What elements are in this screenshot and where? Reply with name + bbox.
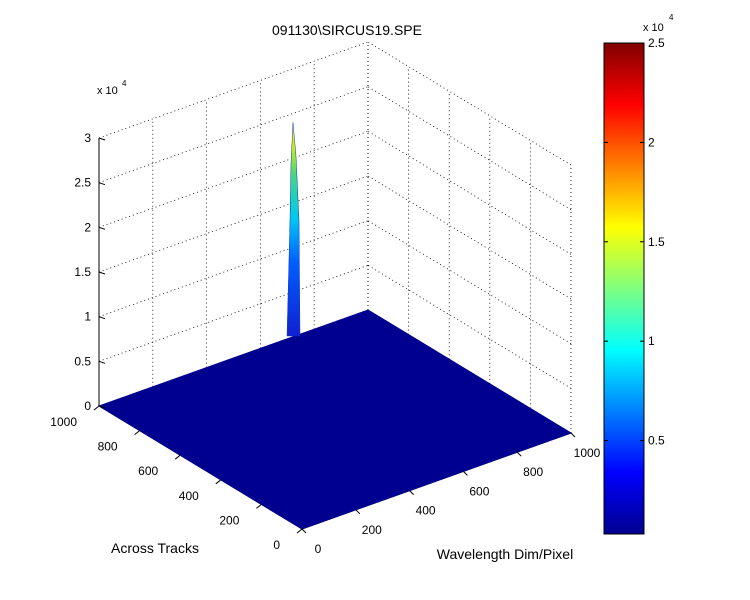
y-tick-label: 1000 — [50, 415, 77, 429]
z-tick — [98, 405, 106, 409]
colorbar-tick-label: 1 — [648, 334, 655, 348]
z-tick — [98, 182, 106, 186]
x-tick — [516, 451, 522, 457]
z-tick-label: 1 — [84, 310, 91, 324]
x-tick-label: 800 — [523, 465, 543, 479]
y-tick — [174, 454, 181, 460]
colorbar-gradient — [603, 42, 645, 535]
x-tick-label: 200 — [362, 523, 382, 537]
z-tick-label: 1.5 — [74, 265, 91, 279]
y-tick — [215, 479, 222, 485]
surface-baseline — [97, 309, 573, 530]
grid-line — [98, 41, 369, 139]
z-tick — [98, 226, 106, 230]
y-tick-label: 600 — [138, 464, 158, 478]
colorbar: x 10 4 0.5 1 1.5 2 2.5 — [603, 13, 674, 535]
colorbar-exponent: 4 — [669, 13, 674, 22]
z-tick — [98, 316, 106, 320]
grid-line — [98, 175, 369, 273]
y-tick — [256, 504, 262, 509]
y-axis-label: Across Tracks — [111, 540, 199, 556]
y-tick-label: 0 — [273, 538, 280, 552]
grid-line — [367, 86, 572, 211]
chart-title: 091130\SIRCUS19.SPE — [272, 22, 422, 38]
z-tick-label: 3 — [84, 131, 91, 145]
grid-line — [367, 220, 572, 345]
z-tick — [98, 137, 106, 141]
z-tick-label: 2.5 — [74, 176, 91, 190]
x-tick — [409, 490, 414, 495]
surface-peak — [286, 122, 301, 337]
y-tick-label: 200 — [219, 513, 239, 527]
grid-line — [98, 220, 369, 318]
z-exponent: 4 — [122, 79, 127, 88]
y-tick — [296, 528, 303, 534]
colorbar-exponent-label: x 10 — [643, 22, 664, 34]
x-tick-label: 400 — [416, 504, 436, 518]
x-tick — [301, 528, 307, 534]
grid-line — [367, 41, 572, 166]
colorbar-tick-label: 1.5 — [648, 235, 665, 249]
x-tick-label: 0 — [315, 542, 322, 556]
z-tick-label: 0 — [84, 399, 91, 413]
colorbar-tick-label: 2 — [648, 135, 655, 149]
axes-grid — [98, 41, 572, 434]
y-tick-label: 800 — [98, 440, 118, 454]
x-tick-label: 1000 — [574, 446, 601, 460]
y-tick — [93, 405, 100, 411]
z-tick — [98, 360, 106, 364]
surface — [97, 122, 573, 530]
axis-ticks: 0 0.5 1 1.5 2 2.5 3 0 200 400 600 800 1000 0 200 400 600… — [50, 131, 600, 556]
grid-line — [367, 130, 572, 255]
x-tick-label: 600 — [469, 484, 489, 498]
x-tick — [355, 509, 361, 515]
x-axis-label: Wavelength Dim/Pixel — [437, 546, 573, 562]
z-tick-label: 2 — [84, 220, 91, 234]
grid-line — [98, 86, 369, 184]
z-exponent-label: x 10 — [97, 85, 118, 97]
grid-line — [367, 175, 572, 300]
colorbar-tick-label: 0.5 — [648, 434, 665, 448]
x-tick — [463, 471, 468, 476]
grid-line — [98, 130, 369, 228]
colorbar-tick-label: 2.5 — [648, 36, 665, 50]
z-tick — [98, 271, 106, 275]
x-tick — [570, 432, 576, 438]
y-tick-label: 400 — [179, 489, 199, 503]
z-tick-label: 0.5 — [74, 354, 91, 368]
y-tick — [134, 430, 140, 435]
